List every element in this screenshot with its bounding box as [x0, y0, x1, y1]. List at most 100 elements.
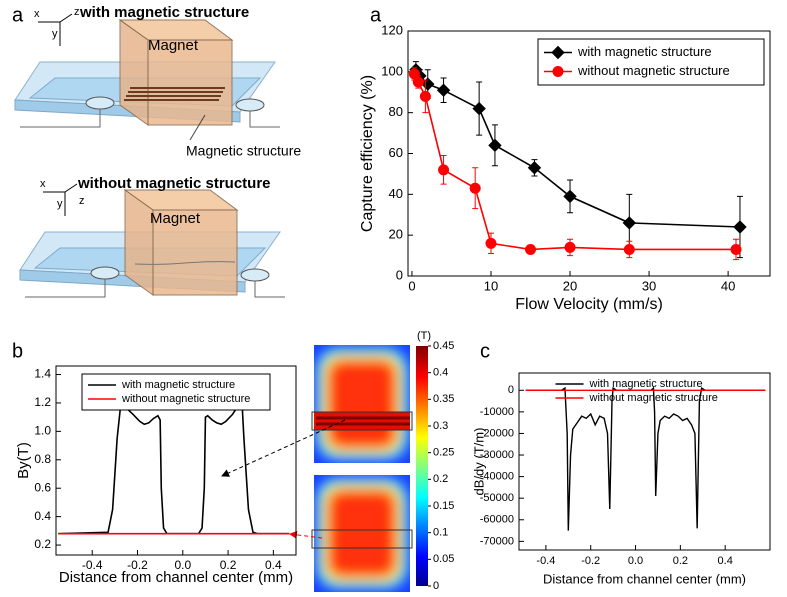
panel-label: a [370, 4, 382, 26]
y-tick-label: -50000 [480, 492, 514, 504]
series-line [525, 386, 766, 531]
x-axis-label: Distance from channel center (mm) [59, 569, 293, 586]
x-tick-label: 0.0 [174, 558, 191, 572]
colorbar-tick-label: 0.05 [433, 553, 454, 565]
y-tick-label: -20000 [480, 427, 514, 439]
x-axis-label: Flow Velocity (mm/s) [515, 296, 663, 313]
data-point [438, 164, 450, 176]
device-without-structure [19, 183, 285, 298]
y-tick-label: 1.4 [34, 367, 51, 381]
y-tick-label: 20 [389, 227, 403, 242]
data-point [623, 243, 635, 255]
data-point [419, 90, 431, 102]
y-tick-label: 0.8 [34, 452, 51, 466]
x-tick-label: 10 [484, 278, 498, 293]
magnet-label: Magnet [150, 210, 201, 227]
y-tick-label: 40 [389, 186, 403, 201]
x-tick-label: 0.4 [265, 558, 282, 572]
colorbar-tick-label: 0.4 [433, 367, 448, 379]
data-point [472, 101, 486, 116]
structure-box [311, 411, 413, 431]
legend-label: with magnetic structure [577, 44, 712, 59]
legend-label: without magnetic structure [121, 393, 250, 405]
data-point [436, 83, 451, 97]
axis-glyph: y [57, 198, 63, 210]
colorbar-tick-label: 0.2 [433, 473, 448, 485]
colorbar-tick-label: 0.1 [433, 527, 448, 539]
x-tick-label: 0.2 [673, 555, 688, 567]
colorbar-tick-label: 0.35 [433, 393, 454, 405]
y-tick-label: -40000 [480, 471, 514, 483]
x-axis-label: Distance from channel center (mm) [543, 571, 746, 586]
y-tick-label: 0.2 [34, 537, 51, 551]
axis-glyph: x [40, 178, 46, 190]
data-point [730, 243, 742, 255]
data-point [412, 76, 424, 88]
series-line [415, 69, 740, 228]
legend-label: without magnetic structure [589, 392, 718, 404]
legend-marker [552, 66, 564, 77]
x-tick-label: 0.2 [220, 558, 237, 572]
panel-label: a [12, 4, 24, 26]
y-tick-label: 120 [381, 22, 403, 37]
y-tick-label: -70000 [480, 535, 514, 547]
y-tick-label: 80 [389, 104, 403, 119]
x-tick-label: 0.4 [718, 555, 733, 567]
data-point [525, 243, 537, 255]
x-tick-label: -0.4 [536, 555, 555, 567]
x-tick-label: 30 [642, 278, 656, 293]
y-axis-label: By(T) [15, 442, 32, 479]
y-tick-label: 1.0 [34, 424, 51, 438]
y-tick-label: 1.2 [34, 395, 51, 409]
data-point [563, 189, 577, 204]
y-axis-label: dB/dy (T/m) [471, 428, 486, 496]
plot-frame [55, 365, 297, 556]
legend-box [81, 373, 271, 411]
axis-glyph: z [79, 195, 85, 207]
legend-box [537, 38, 765, 86]
x-tick-label: -0.2 [127, 558, 148, 572]
data-point [469, 182, 481, 194]
x-tick-label: 0 [408, 278, 415, 293]
axis-glyph: y [52, 28, 58, 40]
legend-label: without magnetic structure [577, 63, 730, 78]
device-title: with magnetic structure [79, 4, 249, 21]
data-point [622, 216, 637, 230]
panel-label: b [12, 340, 23, 362]
data-point [527, 161, 542, 175]
colorbar-tick-label: 0.25 [433, 447, 454, 459]
colorbar-tick-label: 0.45 [433, 340, 454, 352]
data-point [564, 241, 576, 253]
x-tick-label: 40 [721, 278, 735, 293]
x-tick-label: -0.2 [581, 555, 600, 567]
y-tick-label: -30000 [480, 449, 514, 461]
legend-marker [551, 45, 565, 60]
y-tick-label: 0.4 [34, 509, 51, 523]
data-point [733, 220, 747, 234]
colorbar [416, 346, 428, 586]
field-map-without [314, 475, 410, 592]
plot-frame [518, 372, 771, 551]
data-point [488, 138, 502, 153]
x-tick-label: -0.4 [82, 558, 103, 572]
pointer-arrow [289, 530, 323, 539]
colorbar-tick-label: 0 [433, 580, 439, 592]
y-tick-label: 0 [396, 267, 403, 282]
legend-label: with magnetic structure [121, 379, 235, 391]
series-line [58, 395, 290, 535]
axis-glyph: x [34, 8, 40, 20]
y-tick-label: 60 [389, 145, 403, 160]
pointer-arrow [221, 419, 346, 477]
device-title: without magnetic structure [77, 175, 271, 192]
data-point [485, 237, 497, 249]
device-with-structure [14, 13, 280, 141]
legend-label: with magnetic structure [589, 378, 703, 390]
field-map-with [314, 345, 410, 463]
y-axis-label: Capture efficiency (%) [359, 75, 376, 232]
x-tick-label: 20 [563, 278, 577, 293]
series-line [413, 73, 737, 251]
colorbar-label: (T) [417, 330, 431, 342]
magnet-label: Magnet [148, 37, 199, 54]
structure-label: Magnetic structure [186, 143, 301, 159]
